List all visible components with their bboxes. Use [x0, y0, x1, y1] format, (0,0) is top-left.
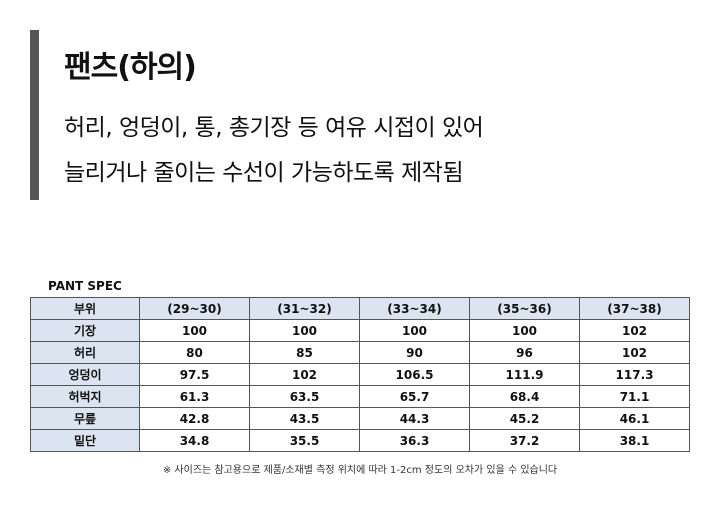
- cell: 80: [139, 341, 250, 364]
- cell: 102: [249, 363, 360, 386]
- cell: 96: [469, 341, 580, 364]
- header-cell: (33~34): [359, 297, 470, 320]
- cell: 37.2: [469, 429, 580, 452]
- cell: 43.5: [249, 407, 360, 430]
- cell: 46.1: [579, 407, 690, 430]
- cell: 71.1: [579, 385, 690, 408]
- cell: 68.4: [469, 385, 580, 408]
- table-row: 허벅지 61.3 63.5 65.7 68.4 71.1: [30, 385, 690, 408]
- row-label: 허리: [30, 341, 140, 364]
- table-row: 무릎 42.8 43.5 44.3 45.2 46.1: [30, 407, 690, 430]
- cell: 100: [139, 319, 250, 342]
- row-label: 엉덩이: [30, 363, 140, 386]
- cell: 106.5: [359, 363, 470, 386]
- table-row: 엉덩이 97.5 102 106.5 111.9 117.3: [30, 363, 690, 386]
- cell: 100: [469, 319, 580, 342]
- table-row: 밑단 34.8 35.5 36.3 37.2 38.1: [30, 429, 690, 452]
- row-label: 밑단: [30, 429, 140, 452]
- row-label: 기장: [30, 319, 140, 342]
- cell: 90: [359, 341, 470, 364]
- cell: 63.5: [249, 385, 360, 408]
- footnote: ※ 사이즈는 참고용으로 제품/소재별 측정 위치에 따라 1-2cm 정도의 …: [162, 465, 558, 476]
- cell: 100: [249, 319, 360, 342]
- header-cell: (35~36): [469, 297, 580, 320]
- cell: 42.8: [139, 407, 250, 430]
- cell: 36.3: [359, 429, 470, 452]
- spec-table: 부위 (29~30) (31~32) (33~34) (35~36) (37~38) 기장 1…: [30, 297, 690, 452]
- header-row: 부위 (29~30) (31~32) (33~34) (35~36) (37~38): [30, 297, 690, 320]
- cell: 44.3: [359, 407, 470, 430]
- cell: 100: [359, 319, 470, 342]
- cell: 34.8: [139, 429, 250, 452]
- table-row: 기장 100 100 100 100 102: [30, 319, 690, 342]
- cell: 102: [579, 319, 690, 342]
- description-line: 늘리거나 줄이는 수선이 가능하도록 제작됨: [64, 160, 464, 186]
- cell: 65.7: [359, 385, 470, 408]
- cell: 61.3: [139, 385, 250, 408]
- cell: 111.9: [469, 363, 580, 386]
- cell: 102: [579, 341, 690, 364]
- cell: 38.1: [579, 429, 690, 452]
- table-caption: PANT SPEC: [48, 279, 122, 293]
- table-row: 허리 80 85 90 96 102: [30, 341, 690, 364]
- cell: 85: [249, 341, 360, 364]
- description-line: 허리, 엉덩이, 통, 총기장 등 여유 시접이 있어: [64, 115, 484, 141]
- accent-bar: [30, 30, 39, 200]
- header-cell: (31~32): [249, 297, 360, 320]
- row-label: 무릎: [30, 407, 140, 430]
- cell: 45.2: [469, 407, 580, 430]
- cell: 117.3: [579, 363, 690, 386]
- cell: 97.5: [139, 363, 250, 386]
- header-cell: (37~38): [579, 297, 690, 320]
- cell: 35.5: [249, 429, 360, 452]
- title: 팬츠(하의): [64, 50, 197, 85]
- header-cell: (29~30): [139, 297, 250, 320]
- row-label: 허벅지: [30, 385, 140, 408]
- header-cell: 부위: [30, 297, 140, 320]
